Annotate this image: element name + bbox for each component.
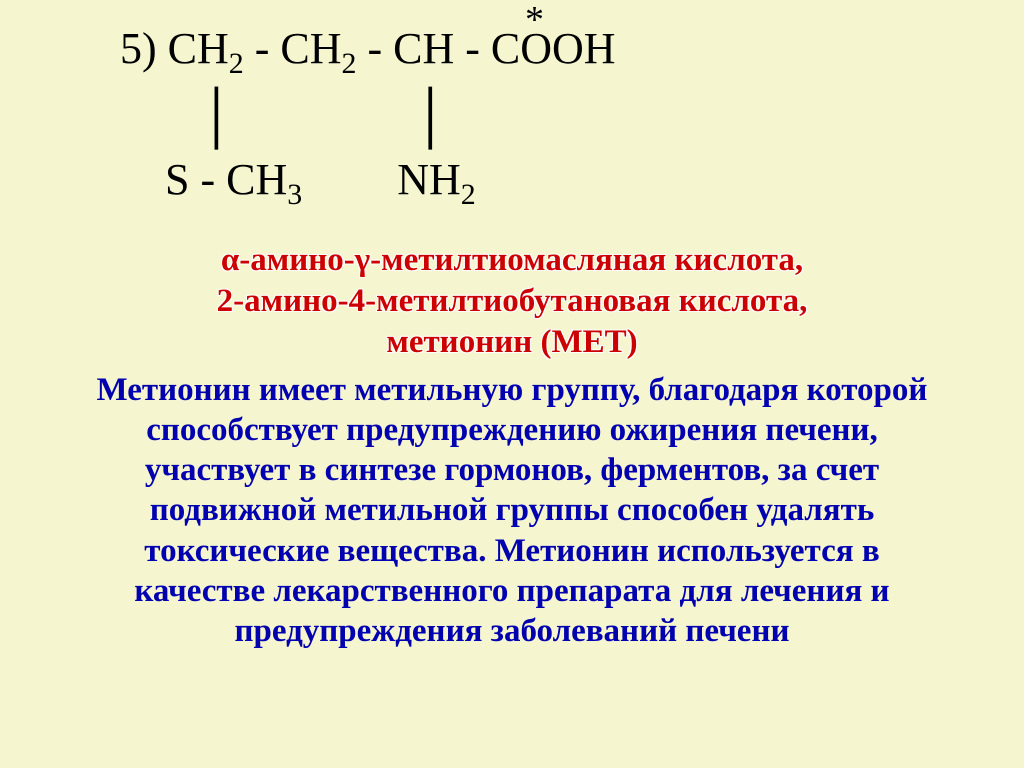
- desc-line: способствует предупреждению ожирения печ…: [60, 410, 964, 450]
- desc-line: качестве лекарственного препарата для ле…: [60, 571, 964, 611]
- formula-main-chain: * 5) CH2 - CH2 - CH - COOH: [120, 20, 964, 84]
- formula-bonds: ││: [198, 84, 964, 152]
- bond-bar-left: │: [198, 89, 237, 146]
- desc-line: подвижной метильной группы способен удал…: [60, 490, 964, 530]
- item-number: 5): [120, 24, 157, 73]
- name-trivial: метионин (МЕТ): [60, 322, 964, 363]
- formula-substituents: S - CH3NH2: [165, 151, 964, 215]
- desc-line: токсические вещества. Метионин используе…: [60, 531, 964, 571]
- chiral-star: *: [525, 0, 544, 45]
- bond-bar-right: │: [412, 89, 451, 146]
- chemical-formula: * 5) CH2 - CH2 - CH - COOH ││ S - CH3NH2: [60, 20, 964, 215]
- description-text: Метионин имеет метильную группу, благода…: [60, 370, 964, 652]
- name-iupac: 2-амино-4-метилтиобутановая кислота,: [60, 281, 964, 322]
- desc-line: Метионин имеет метильную группу, благода…: [60, 370, 964, 410]
- desc-line: предупреждения заболеваний печени: [60, 611, 964, 651]
- compound-names: α-амино-γ-метилтиомасляная кислота, 2-ам…: [60, 240, 964, 364]
- name-traditional: α-амино-γ-метилтиомасляная кислота,: [60, 240, 964, 281]
- desc-line: участвует в синтезе гормонов, ферментов,…: [60, 450, 964, 490]
